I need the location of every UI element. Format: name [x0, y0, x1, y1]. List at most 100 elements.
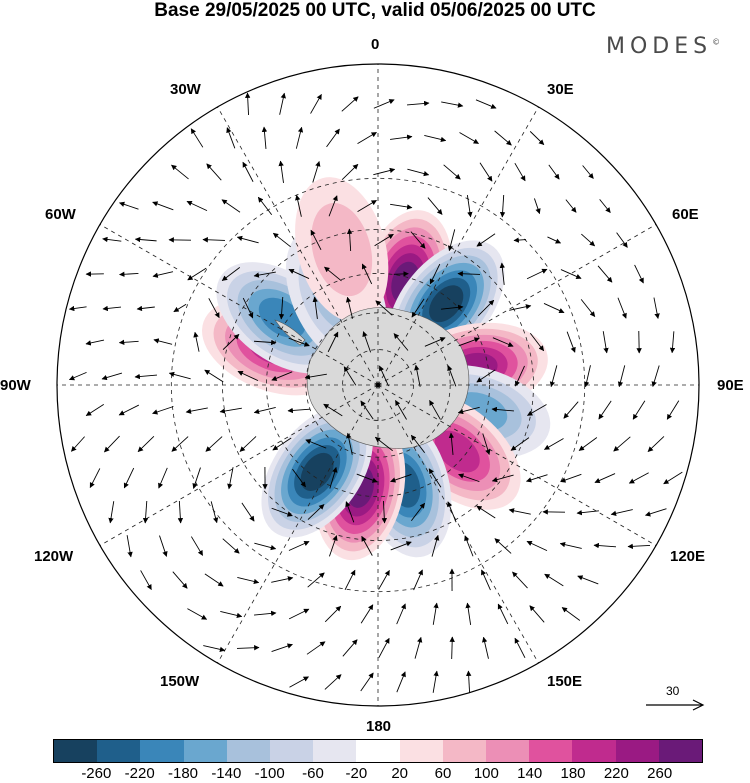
latitude-circle: [266, 273, 490, 497]
wind-vector: [432, 602, 439, 625]
colorbar-tick-label: 220: [603, 765, 629, 782]
antarctic-peninsula-shape: [274, 319, 306, 346]
wind-vector: [477, 299, 495, 317]
wind-vector: [431, 534, 440, 557]
wind-vector: [360, 400, 374, 420]
wind-vector: [632, 400, 646, 420]
colorbar-swatch: [486, 740, 530, 762]
colorbar-swatch: [54, 740, 98, 762]
wind-vector: [476, 369, 496, 383]
wind-vector: [288, 268, 310, 279]
wind-vector: [465, 670, 472, 693]
wind-vector: [158, 467, 168, 489]
wind-vector: [374, 233, 394, 247]
lon-label-60w: 60W: [45, 206, 76, 223]
wind-vector: [494, 538, 512, 554]
colorbar-swatch: [313, 740, 357, 762]
wind-vector: [563, 401, 579, 419]
wind-vector: [253, 339, 277, 346]
wind-vector: [666, 400, 680, 420]
wind-vector: [390, 203, 413, 210]
wind-vector: [583, 365, 591, 388]
wind-vector: [413, 569, 423, 591]
colorbar-swatch: [529, 740, 573, 762]
wind-vector: [466, 195, 473, 218]
anomaly-contour: [300, 452, 334, 491]
wind-vector: [457, 271, 481, 277]
wind-vector: [360, 672, 374, 692]
wind-vector: [458, 473, 480, 483]
wind-vector: [137, 436, 155, 453]
wind-vector: [295, 126, 304, 149]
colorbar-swatch: [356, 740, 400, 762]
wind-vector: [292, 468, 306, 488]
wind-vector: [429, 263, 441, 285]
wind-vector: [288, 541, 310, 551]
wind-vector: [482, 433, 491, 456]
wind-vector: [326, 128, 340, 148]
wind-vector: [390, 134, 413, 140]
wind-vector: [475, 99, 497, 109]
wind-vector: [271, 507, 293, 517]
lon-label-30e: 30E: [547, 81, 574, 98]
colorbar-tick-label: -180: [167, 765, 199, 782]
colorbar-swatch: [442, 740, 487, 762]
wind-vector: [375, 300, 393, 316]
wind-vector: [108, 501, 115, 524]
colorbar-swatch: [183, 740, 227, 762]
wind-vector: [432, 670, 439, 693]
wind-vector: [560, 269, 582, 279]
wind-vector: [529, 332, 545, 352]
wind-vector: [361, 535, 373, 556]
wind-vector: [515, 365, 525, 387]
meridian-line: [217, 106, 379, 386]
wind-vector: [514, 637, 526, 659]
colorbar-tick-label: 60: [434, 765, 452, 782]
wind-vector: [533, 198, 541, 215]
wind-vector: [602, 331, 609, 354]
wind-vector: [271, 576, 294, 583]
wind-vector: [257, 196, 273, 215]
wind-vector: [529, 131, 545, 146]
wind-vector: [407, 168, 430, 177]
wind-vector: [362, 331, 372, 353]
wind-vector: [459, 132, 479, 144]
wind-vector: [396, 603, 406, 625]
meridian-line: [377, 384, 539, 664]
wind-vector: [323, 403, 343, 417]
wind-vector: [324, 266, 342, 282]
wind-vector: [617, 365, 626, 388]
wind-vector: [272, 437, 292, 451]
wind-vector: [245, 92, 251, 116]
wind-vector: [187, 267, 207, 281]
wind-vector: [616, 232, 628, 248]
wind-vector: [278, 160, 284, 183]
wind-vector: [173, 303, 187, 313]
wind-vector: [378, 569, 390, 590]
wind-vector: [510, 437, 530, 451]
wind-vector: [396, 671, 406, 693]
wind-vector: [226, 127, 236, 149]
colorbar-tick-label: -140: [211, 765, 242, 782]
wind-vector: [457, 406, 480, 415]
wind-vector: [193, 331, 200, 352]
wind-vector: [361, 263, 373, 285]
wind-vector: [476, 233, 496, 247]
wind-vector: [447, 229, 456, 252]
wind-vector: [449, 636, 455, 660]
lon-label-150e: 150E: [547, 673, 583, 690]
wind-vector: [628, 472, 649, 484]
colorbar-tick-label: -220: [124, 765, 155, 782]
wind-vector: [594, 473, 616, 483]
wind-vector: [525, 474, 548, 483]
wind-vector: [136, 305, 155, 312]
wind-vector: [560, 473, 582, 483]
wind-vector: [651, 365, 660, 388]
wind-vector: [310, 229, 322, 250]
wind-vector: [102, 305, 122, 312]
wind-vector: [617, 297, 627, 319]
wind-vector: [278, 296, 285, 320]
wind-vector: [527, 404, 547, 416]
colorbar-tick-label: -100: [254, 765, 285, 782]
wind-vector: [324, 674, 342, 690]
